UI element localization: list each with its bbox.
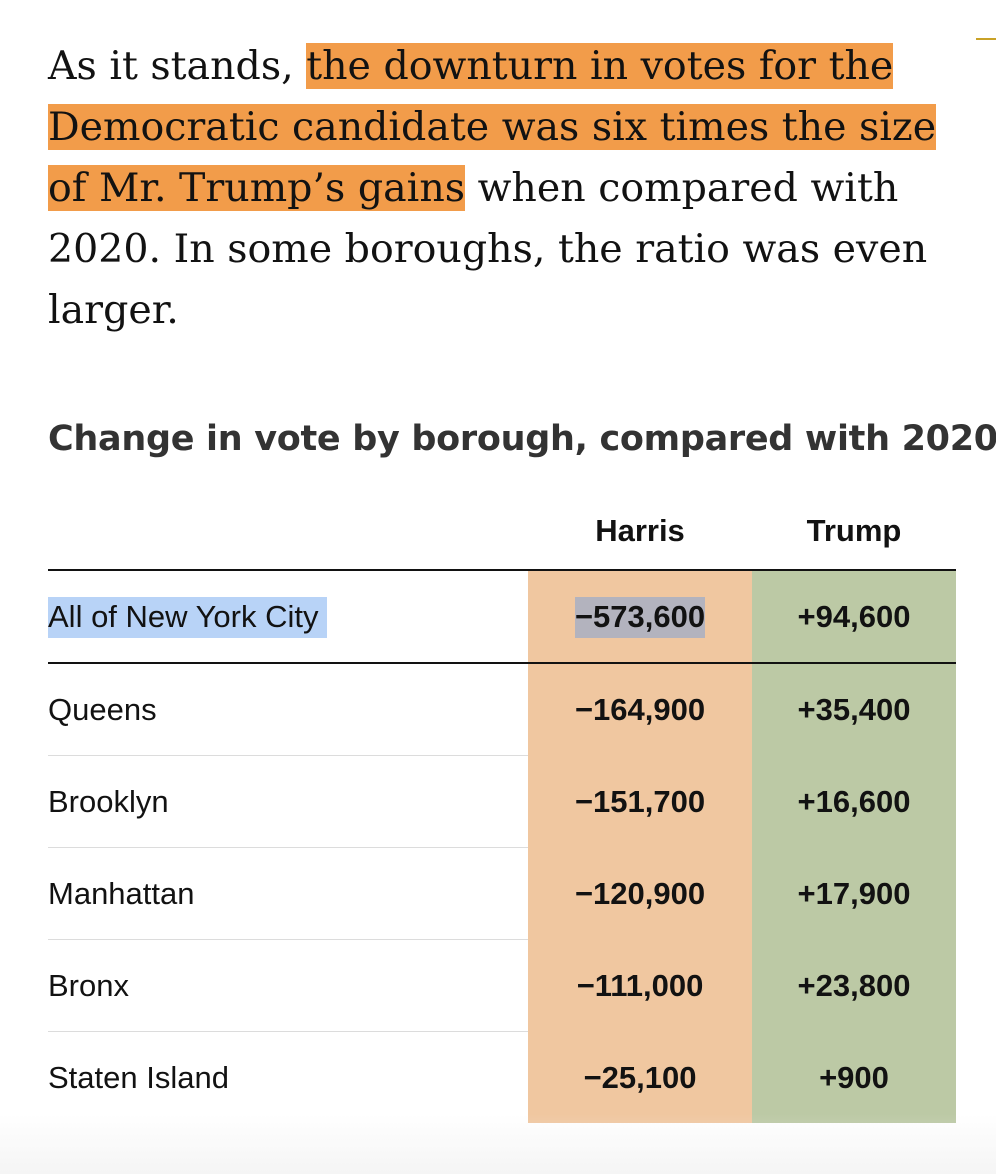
borough-name: Bronx xyxy=(48,939,528,1032)
header-trump: Trump xyxy=(752,492,956,571)
table-row: Staten Island −25,100 +900 xyxy=(48,1031,956,1123)
table-title: Change in vote by borough, compared with… xyxy=(48,419,996,459)
trump-change: +16,600 xyxy=(752,755,956,848)
intro-highlight: the downturn in votes for the Democratic… xyxy=(48,43,937,211)
corner-rule xyxy=(976,38,996,40)
table-row: Manhattan −120,900 +17,900 xyxy=(48,847,956,940)
borough-name: All of New York City xyxy=(48,570,528,664)
harris-change: −25,100 xyxy=(528,1031,752,1123)
table-row-total: All of New York City −573,600 +94,600 xyxy=(48,570,956,664)
header-borough xyxy=(48,492,528,571)
table-row: Brooklyn −151,700 +16,600 xyxy=(48,755,956,848)
harris-change: −151,700 xyxy=(528,755,752,848)
trump-change: +17,900 xyxy=(752,847,956,940)
harris-change: −111,000 xyxy=(528,939,752,1032)
trump-change: +94,600 xyxy=(752,570,956,664)
bottom-fade xyxy=(0,1114,996,1174)
intro-paragraph: As it stands, the downturn in votes for … xyxy=(48,36,953,341)
selected-text[interactable]: All of New York City xyxy=(48,596,327,638)
trump-change: +35,400 xyxy=(752,663,956,756)
intro-text-post: when compared with 2020. In some borough… xyxy=(48,165,928,333)
table-header-row: Harris Trump xyxy=(48,492,956,571)
header-harris: Harris xyxy=(528,492,752,571)
table-row: Queens −164,900 +35,400 xyxy=(48,663,956,756)
trump-change: +23,800 xyxy=(752,939,956,1032)
harris-change: −573,600 xyxy=(528,570,752,664)
vote-change-table: Harris Trump All of New York City −573,6… xyxy=(48,492,956,1123)
harris-change: −120,900 xyxy=(528,847,752,940)
borough-name: Staten Island xyxy=(48,1059,229,1095)
borough-name: Manhattan xyxy=(48,847,528,940)
intro-text-pre: As it stands, xyxy=(48,43,307,89)
harris-change: −164,900 xyxy=(528,663,752,756)
trump-change: +900 xyxy=(752,1031,956,1123)
table-row: Bronx −111,000 +23,800 xyxy=(48,939,956,1032)
borough-name: Brooklyn xyxy=(48,755,528,848)
borough-name: Queens xyxy=(48,663,528,756)
selected-text[interactable]: −573,600 xyxy=(574,596,706,638)
